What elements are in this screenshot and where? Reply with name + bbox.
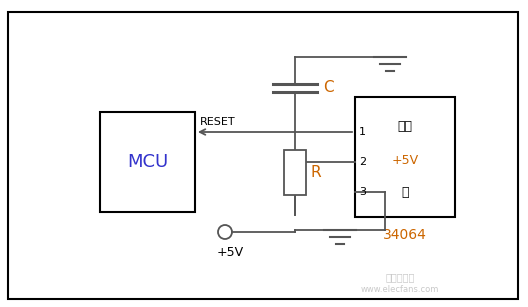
Text: 地: 地 <box>401 185 409 199</box>
Text: www.elecfans.com: www.elecfans.com <box>361 285 439 293</box>
Text: 3: 3 <box>359 187 366 197</box>
Text: R: R <box>311 165 322 180</box>
Text: MCU: MCU <box>127 153 168 171</box>
Text: 电子发烧友: 电子发烧友 <box>385 272 414 282</box>
Bar <box>355 97 455 217</box>
Text: 2: 2 <box>359 157 366 167</box>
Bar <box>284 150 306 195</box>
Text: C: C <box>323 80 334 95</box>
Text: 34064: 34064 <box>383 228 427 242</box>
Text: +5V: +5V <box>217 246 244 259</box>
Text: +5V: +5V <box>391 154 419 166</box>
Text: RESET: RESET <box>200 117 235 127</box>
Bar <box>100 112 195 212</box>
Text: 输出: 输出 <box>398 121 412 134</box>
Text: 1: 1 <box>359 127 366 137</box>
